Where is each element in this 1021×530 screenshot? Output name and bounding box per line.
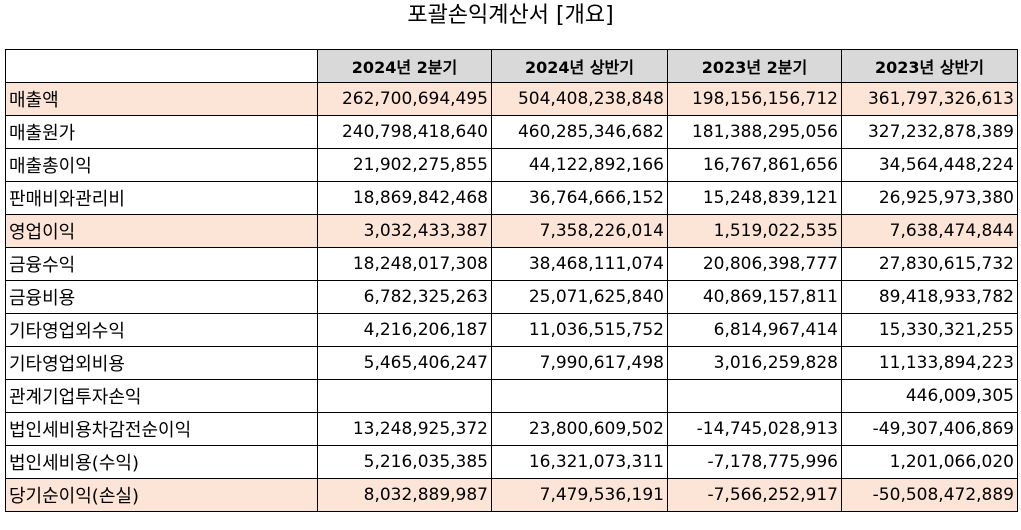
value-cell: 15,330,321,255 <box>841 313 1018 347</box>
row-label: 기타영업외수익 <box>5 313 318 347</box>
value-cell: 198,156,156,712 <box>667 82 842 116</box>
value-cell: 8,032,889,987 <box>317 478 492 512</box>
table-body: 매출액 262,700,694,495 504,408,238,848 198,156… <box>5 82 1018 512</box>
table-row: 금융수익 18,248,017,308 38,468,111,074 20,806,3… <box>5 247 1018 281</box>
page-title: 포괄손익계산서 [개요] <box>407 3 614 28</box>
table-row: 매출원가 240,798,418,640 460,285,346,682 181,38… <box>5 115 1018 149</box>
row-label: 매출액 <box>5 82 318 116</box>
value-cell: -7,178,775,996 <box>667 445 842 479</box>
table-row: 법인세비용(수익) 5,216,035,385 16,321,073,311 -7,1… <box>5 445 1018 479</box>
value-cell: 11,133,894,223 <box>841 346 1018 380</box>
table-row: 기타영업외수익 4,216,206,187 11,036,515,752 6,814,… <box>5 313 1018 347</box>
value-cell: 7,358,226,014 <box>491 214 668 248</box>
table-row: 법인세비용차감전순이익 13,248,925,372 23,800,609,502-… <box>5 412 1018 446</box>
value-cell: 25,071,625,840 <box>491 280 668 314</box>
value-cell: 15,248,839,121 <box>667 181 842 215</box>
value-cell: -50,508,472,889 <box>841 478 1018 512</box>
value-cell: 327,232,878,389 <box>841 115 1018 149</box>
column-header: 2024년 상반기 <box>491 49 668 83</box>
value-cell: 11,036,515,752 <box>491 313 668 347</box>
row-label: 금융비용 <box>5 280 318 314</box>
value-cell: 89,418,933,782 <box>841 280 1018 314</box>
table-row: 영업이익 3,032,433,387 7,358,226,014 1,519,022,… <box>5 214 1018 248</box>
value-cell: 18,869,842,468 <box>317 181 492 215</box>
value-cell: 36,764,666,152 <box>491 181 668 215</box>
value-cell: 44,122,892,166 <box>491 148 668 182</box>
header-row: 2024년 2분기 2024년 상반기 2023년 2분기 2023년 상반기 <box>5 49 1018 83</box>
value-cell: -7,566,252,917 <box>667 478 842 512</box>
value-cell <box>317 379 492 413</box>
value-cell: 21,902,275,855 <box>317 148 492 182</box>
row-label: 법인세비용(수익) <box>5 445 318 479</box>
value-cell: 26,925,973,380 <box>841 181 1018 215</box>
value-cell: 460,285,346,682 <box>491 115 668 149</box>
column-header: 2023년 2분기 <box>667 49 842 83</box>
header-corner-cell <box>5 49 318 83</box>
row-label: 매출원가 <box>5 115 318 149</box>
value-cell: 16,321,073,311 <box>491 445 668 479</box>
value-cell: 6,782,325,263 <box>317 280 492 314</box>
row-label: 기타영업외비용 <box>5 346 318 380</box>
value-cell: 7,638,474,844 <box>841 214 1018 248</box>
value-cell: 181,388,295,056 <box>667 115 842 149</box>
value-cell: -14,745,028,913 <box>667 412 842 446</box>
column-header: 2024년 2분기 <box>317 49 492 83</box>
table-row: 판매비와관리비 18,869,842,468 36,764,666,152 15,24… <box>5 181 1018 215</box>
value-cell: 7,990,617,498 <box>491 346 668 380</box>
value-cell: 3,016,259,828 <box>667 346 842 380</box>
value-cell: 5,216,035,385 <box>317 445 492 479</box>
value-cell: 13,248,925,372 <box>317 412 492 446</box>
row-label: 관계기업투자손익 <box>5 379 318 413</box>
value-cell <box>491 379 668 413</box>
value-cell: 5,465,406,247 <box>317 346 492 380</box>
row-label: 법인세비용차감전순이익 <box>5 412 318 446</box>
table-row: 매출총이익 21,902,275,855 44,122,892,166 16,767,… <box>5 148 1018 182</box>
value-cell: 240,798,418,640 <box>317 115 492 149</box>
value-cell: 4,216,206,187 <box>317 313 492 347</box>
value-cell: 40,869,157,811 <box>667 280 842 314</box>
value-cell: 504,408,238,848 <box>491 82 668 116</box>
value-cell: 23,800,609,502 <box>491 412 668 446</box>
value-cell: -49,307,406,869 <box>841 412 1018 446</box>
value-cell: 262,700,694,495 <box>317 82 492 116</box>
value-cell: 20,806,398,777 <box>667 247 842 281</box>
table-row: 매출액 262,700,694,495 504,408,238,848 198,156… <box>5 82 1018 116</box>
income-statement-table: 2024년 2분기 2024년 상반기 2023년 2분기 2023년 상반기 … <box>5 49 1018 512</box>
row-label: 금융수익 <box>5 247 318 281</box>
value-cell: 3,032,433,387 <box>317 214 492 248</box>
value-cell <box>667 379 842 413</box>
value-cell: 446,009,305 <box>841 379 1018 413</box>
value-cell: 38,468,111,074 <box>491 247 668 281</box>
row-label: 판매비와관리비 <box>5 181 318 215</box>
value-cell: 27,830,615,732 <box>841 247 1018 281</box>
value-cell: 6,814,967,414 <box>667 313 842 347</box>
value-cell: 34,564,448,224 <box>841 148 1018 182</box>
value-cell: 361,797,326,613 <box>841 82 1018 116</box>
table-row: 당기순이익(손실) 8,032,889,987 7,479,536,191 -7,56… <box>5 478 1018 512</box>
table-row: 금융비용 6,782,325,263 25,071,625,840 40,869,15… <box>5 280 1018 314</box>
value-cell: 7,479,536,191 <box>491 478 668 512</box>
value-cell: 1,201,066,020 <box>841 445 1018 479</box>
table-row: 관계기업투자손익 446,009,305 <box>5 379 1018 413</box>
table-row: 기타영업외비용 5,465,406,247 7,990,617,498 3,016,2… <box>5 346 1018 380</box>
column-header: 2023년 상반기 <box>841 49 1018 83</box>
value-cell: 16,767,861,656 <box>667 148 842 182</box>
row-label: 영업이익 <box>5 214 318 248</box>
row-label: 매출총이익 <box>5 148 318 182</box>
value-cell: 18,248,017,308 <box>317 247 492 281</box>
value-cell: 1,519,022,535 <box>667 214 842 248</box>
row-label: 당기순이익(손실) <box>5 478 318 512</box>
